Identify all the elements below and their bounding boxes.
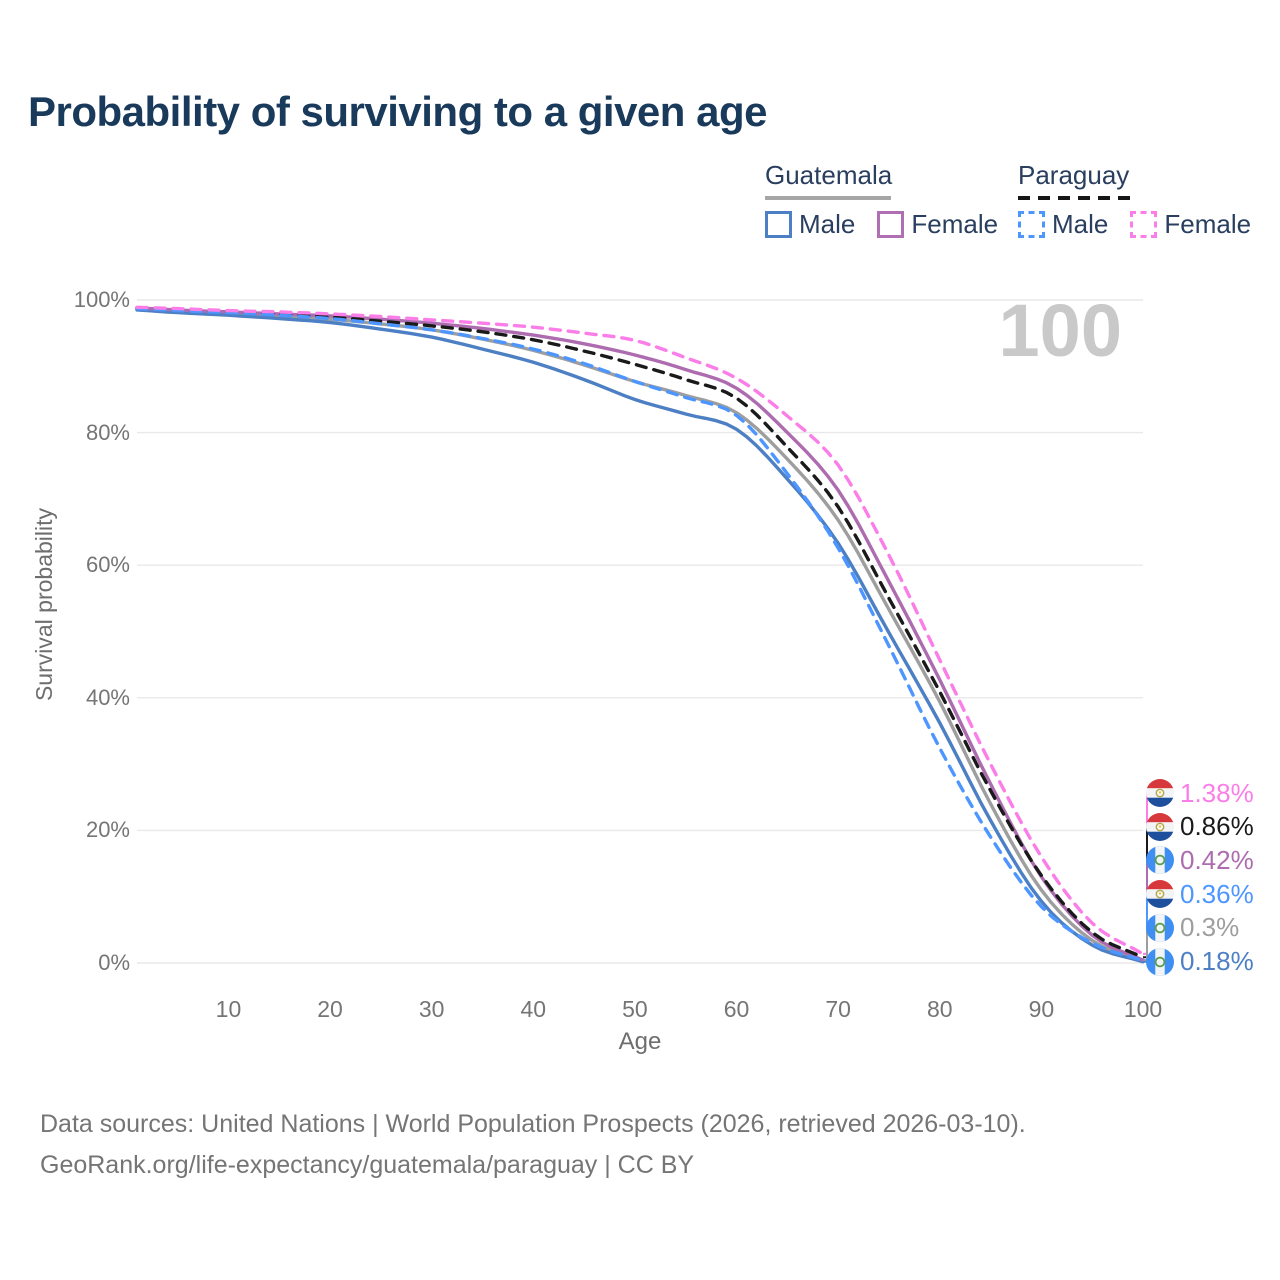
end-value: 0.18% [1180,946,1254,976]
x-tick-40: 40 [520,996,547,1022]
y-axis-title: Survival probability [31,508,57,702]
legend-item-label: Male [1052,209,1109,239]
legend-group-guatemala: Guatemala Male Female [765,160,998,240]
curve-py_all [135,306,1145,959]
legend-item-guatemala-female[interactable]: Female [877,209,998,240]
y-tick-40: 40% [85,684,130,710]
legend-country-guatemala[interactable]: Guatemala [765,160,893,190]
y-tick-100: 100% [73,287,130,312]
guatemala-male-checkbox [765,211,792,238]
paraguay-male-checkbox [1018,211,1045,238]
data-sources-line: Data sources: United Nations | World Pop… [40,1110,1026,1138]
end-value: 0.86% [1180,811,1254,842]
legend-item-paraguay-male[interactable]: Male [1018,209,1108,240]
y-tick-60: 60% [85,552,130,578]
legend-group-paraguay: Paraguay Male Female [1018,160,1251,240]
end-label-gt_all: 0.3% [1146,911,1239,945]
chart-footer: Data sources: United Nations | World Pop… [40,1104,1026,1186]
y-tick-0: 0% [98,950,130,975]
guatemala-line-style-sample [765,196,891,200]
end-value: 1.38% [1180,777,1254,808]
y-tick-20: 20% [85,817,130,843]
legend-item-label: Female [911,209,999,239]
curve-py_female [135,305,1145,956]
legend-item-guatemala-male[interactable]: Male [765,209,855,240]
end-label-py_female: 1.38% [1146,776,1254,810]
end-label-gt_male: 0.18% [1146,945,1254,979]
end-value: 0.36% [1180,878,1254,909]
guatemala-flag-icon [1146,947,1174,976]
curve-gt_male [135,308,1145,964]
curve-gt_all [135,307,1145,963]
curve-py_male [135,306,1145,963]
y-tick-80: 80% [85,419,130,445]
end-label-py_all: 0.86% [1146,810,1254,844]
age-counter-watermark: 100 [998,289,1122,372]
page-title: Probability of surviving to a given age [28,88,767,135]
x-tick-50: 50 [622,996,648,1022]
x-tick-30: 30 [418,996,445,1022]
paraguay-flag-icon [1146,812,1174,841]
x-tick-10: 10 [215,996,242,1022]
x-tick-100: 100 [1123,996,1163,1022]
legend-item-label: Male [799,209,856,239]
x-tick-60: 60 [723,996,750,1022]
legend-item-paraguay-female[interactable]: Female [1130,209,1251,240]
legend-country-paraguay[interactable]: Paraguay [1018,160,1130,190]
end-value: 0.3% [1180,912,1240,943]
attribution-line: GeoRank.org/life-expectancy/guatemala/pa… [40,1151,695,1179]
series-curves [135,305,1145,964]
x-tick-80: 80 [926,996,953,1022]
x-tick-20: 20 [317,996,343,1022]
guatemala-female-checkbox [877,211,905,238]
legend-item-label: Female [1164,209,1252,239]
paraguay-flag-icon [1146,880,1174,909]
guatemala-flag-icon [1146,913,1174,942]
x-tick-70: 70 [825,996,851,1022]
end-label-py_male: 0.36% [1146,877,1254,911]
x-axis-title: Age [618,1028,662,1055]
x-tick-90: 90 [1028,996,1055,1022]
paraguay-flag-icon [1146,779,1174,807]
paraguay-line-style-sample [1018,196,1132,200]
guatemala-flag-icon [1146,846,1174,875]
end-label-gt_female: 0.42% [1146,843,1254,877]
gridlines [137,299,1143,964]
curve-gt_female [135,306,1145,962]
end-value: 0.42% [1180,844,1254,875]
paraguay-female-checkbox [1130,211,1158,238]
